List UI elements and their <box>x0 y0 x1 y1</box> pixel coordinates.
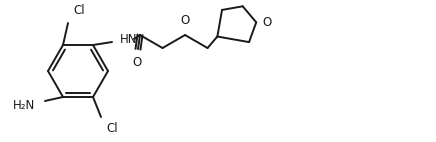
Text: O: O <box>262 16 272 29</box>
Text: O: O <box>181 14 190 27</box>
Text: O: O <box>133 56 142 69</box>
Text: Cl: Cl <box>106 122 118 135</box>
Text: HN: HN <box>120 33 137 46</box>
Text: H₂N: H₂N <box>13 100 35 112</box>
Text: Cl: Cl <box>73 4 85 17</box>
